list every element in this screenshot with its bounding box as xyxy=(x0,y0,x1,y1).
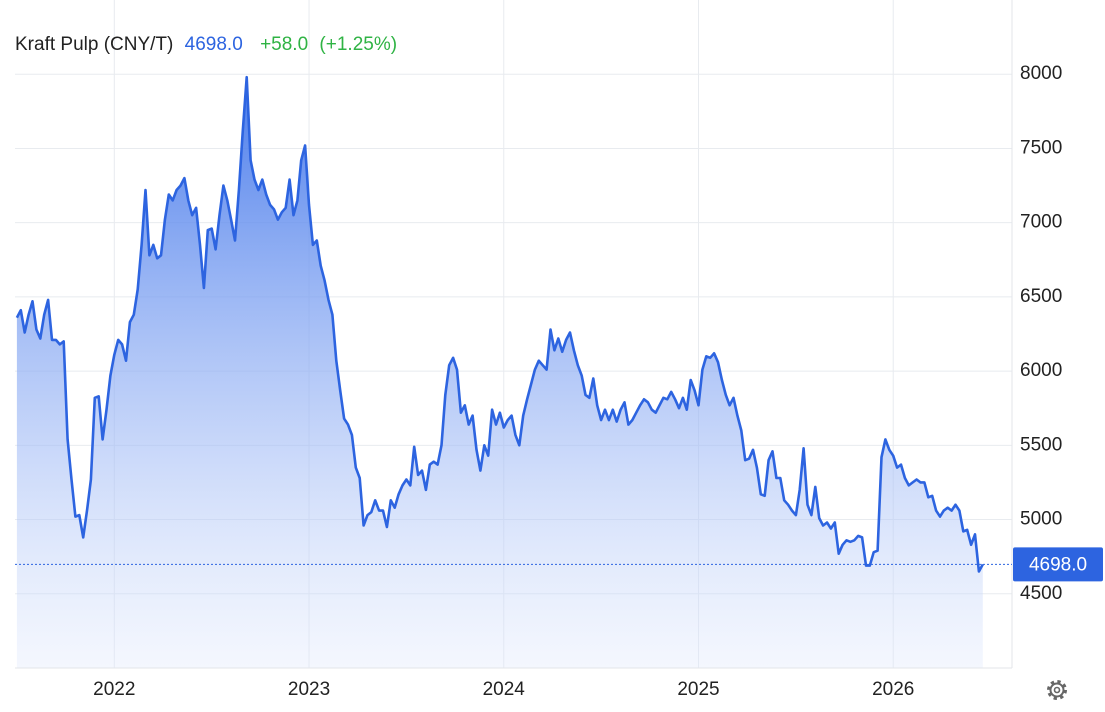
change: +58.0 xyxy=(260,34,308,55)
y-tick-label: 7500 xyxy=(1020,137,1062,158)
y-tick-label: 6500 xyxy=(1020,286,1062,307)
settings-icon[interactable] xyxy=(1047,680,1067,700)
gear-hub xyxy=(1053,686,1061,694)
last-price-box xyxy=(1013,547,1103,582)
x-tick-label: 2023 xyxy=(288,679,330,700)
x-tick-label: 2026 xyxy=(872,679,914,700)
gear-teeth xyxy=(1047,680,1067,700)
y-tick-label: 5000 xyxy=(1020,509,1062,530)
change-percent: (+1.25%) xyxy=(319,34,397,55)
price-line xyxy=(15,75,984,573)
x-tick-label: 2025 xyxy=(677,679,719,700)
y-tick-label: 4500 xyxy=(1020,583,1062,604)
area-fill xyxy=(16,77,983,668)
last-price: 4698.0 xyxy=(185,34,243,55)
header: Kraft Pulp (CNY/T) 4698.0 +58.0 (+1.25%) xyxy=(15,34,397,55)
plot xyxy=(15,75,984,668)
chart-title: Kraft Pulp (CNY/T) xyxy=(15,34,173,55)
x-tick-label: 2024 xyxy=(483,679,526,700)
gear-ring xyxy=(1049,682,1065,698)
y-tick-label: 7000 xyxy=(1020,212,1062,233)
y-tick-label: 6000 xyxy=(1020,360,1062,381)
last-price-label: 4698.0 xyxy=(1029,554,1087,575)
y-tick-label: 8000 xyxy=(1020,63,1062,84)
y-tick-label: 5500 xyxy=(1020,434,1062,455)
x-tick-label: 2022 xyxy=(93,679,135,700)
